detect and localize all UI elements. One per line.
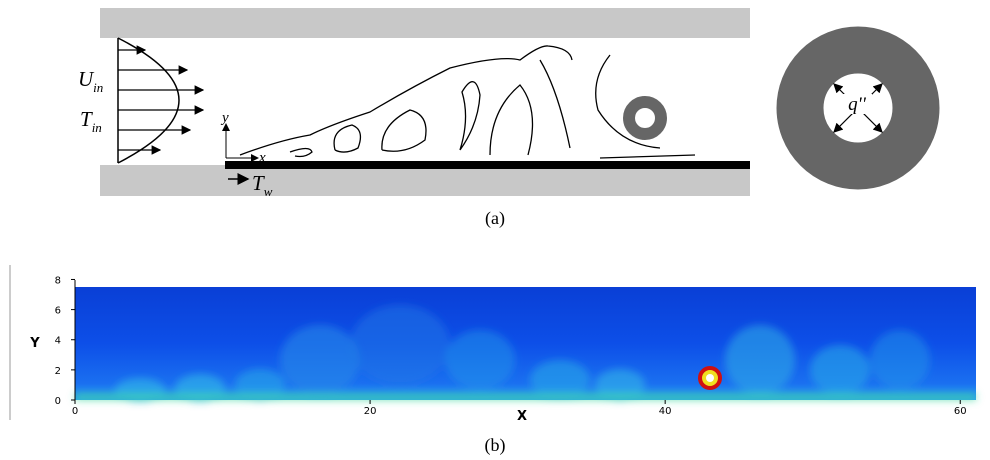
y-tick-label: 6 — [55, 306, 61, 317]
caption-b: (b) — [485, 435, 506, 456]
heat-flux-label: q'' — [848, 94, 867, 115]
vortex-sketch — [240, 46, 695, 158]
inlet-temperature-label: Tin — [80, 107, 102, 135]
cylinder-core — [706, 374, 714, 382]
top-wall — [100, 8, 750, 38]
x-tick-label: 40 — [659, 406, 672, 417]
y-tick-label: 4 — [55, 336, 61, 347]
y-tick-label: 2 — [55, 366, 61, 377]
inlet-velocity-label: Uin — [78, 67, 103, 95]
velocity-profile — [118, 38, 179, 163]
x-axis-title: X — [517, 409, 527, 424]
contour-plot: Y X (b) 0 20 40 60 0 2 4 6 8 — [10, 265, 976, 456]
x-tick-label: 0 — [72, 406, 78, 417]
y-tick-label: 8 — [55, 275, 61, 286]
caption-a: (a) — [485, 208, 505, 229]
x-tick-label: 20 — [364, 406, 377, 417]
bottom-wall — [100, 165, 750, 196]
figure: Uin Tin y x Tw q'' (a) — [0, 0, 990, 460]
x-tick-label: 60 — [954, 406, 967, 417]
x-axis-label: x — [258, 150, 266, 166]
cylinder — [629, 102, 661, 134]
heated-plate — [225, 161, 750, 169]
y-axis-title: Y — [29, 336, 40, 351]
y-tick-label: 0 — [55, 396, 61, 407]
y-axis-label: y — [220, 110, 229, 126]
schematic: Uin Tin y x Tw q'' (a) — [78, 8, 916, 229]
